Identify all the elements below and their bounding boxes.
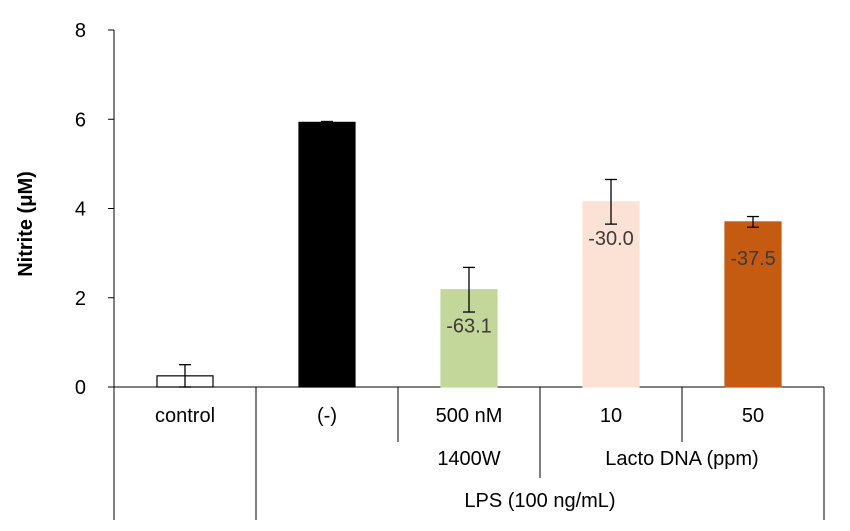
data-label: -63.1: [446, 316, 492, 338]
category-label: 500 nM: [436, 405, 503, 427]
bar-5: [724, 221, 782, 388]
y-tick-label: 8: [75, 20, 86, 42]
bar-4: [582, 201, 640, 388]
bar-2: [298, 121, 356, 388]
bars: [156, 120, 782, 388]
labels: control (-) -63.1 500 nM -30.0 10 -37.5 50 1400W…: [155, 228, 776, 512]
group-label-lps: LPS (100 ng/mL): [464, 490, 615, 512]
category-label: 10: [600, 405, 622, 427]
axes: 0 2 4 6 8: [75, 20, 825, 520]
group-label-lacto-dna: Lacto DNA (ppm): [605, 448, 758, 470]
y-tick-label: 4: [75, 199, 86, 221]
data-label: -30.0: [588, 228, 634, 250]
category-label: control: [155, 405, 215, 427]
y-tick-label: 2: [75, 288, 86, 310]
category-label: 50: [742, 405, 764, 427]
data-label: -37.5: [730, 248, 776, 270]
y-tick-label: 0: [75, 377, 86, 399]
y-axis-label: Nitrite (μM): [15, 171, 37, 277]
y-tick-label: 6: [75, 109, 86, 131]
group-label-inhibitor: 1400W: [437, 448, 500, 470]
category-label: (-): [317, 405, 337, 427]
